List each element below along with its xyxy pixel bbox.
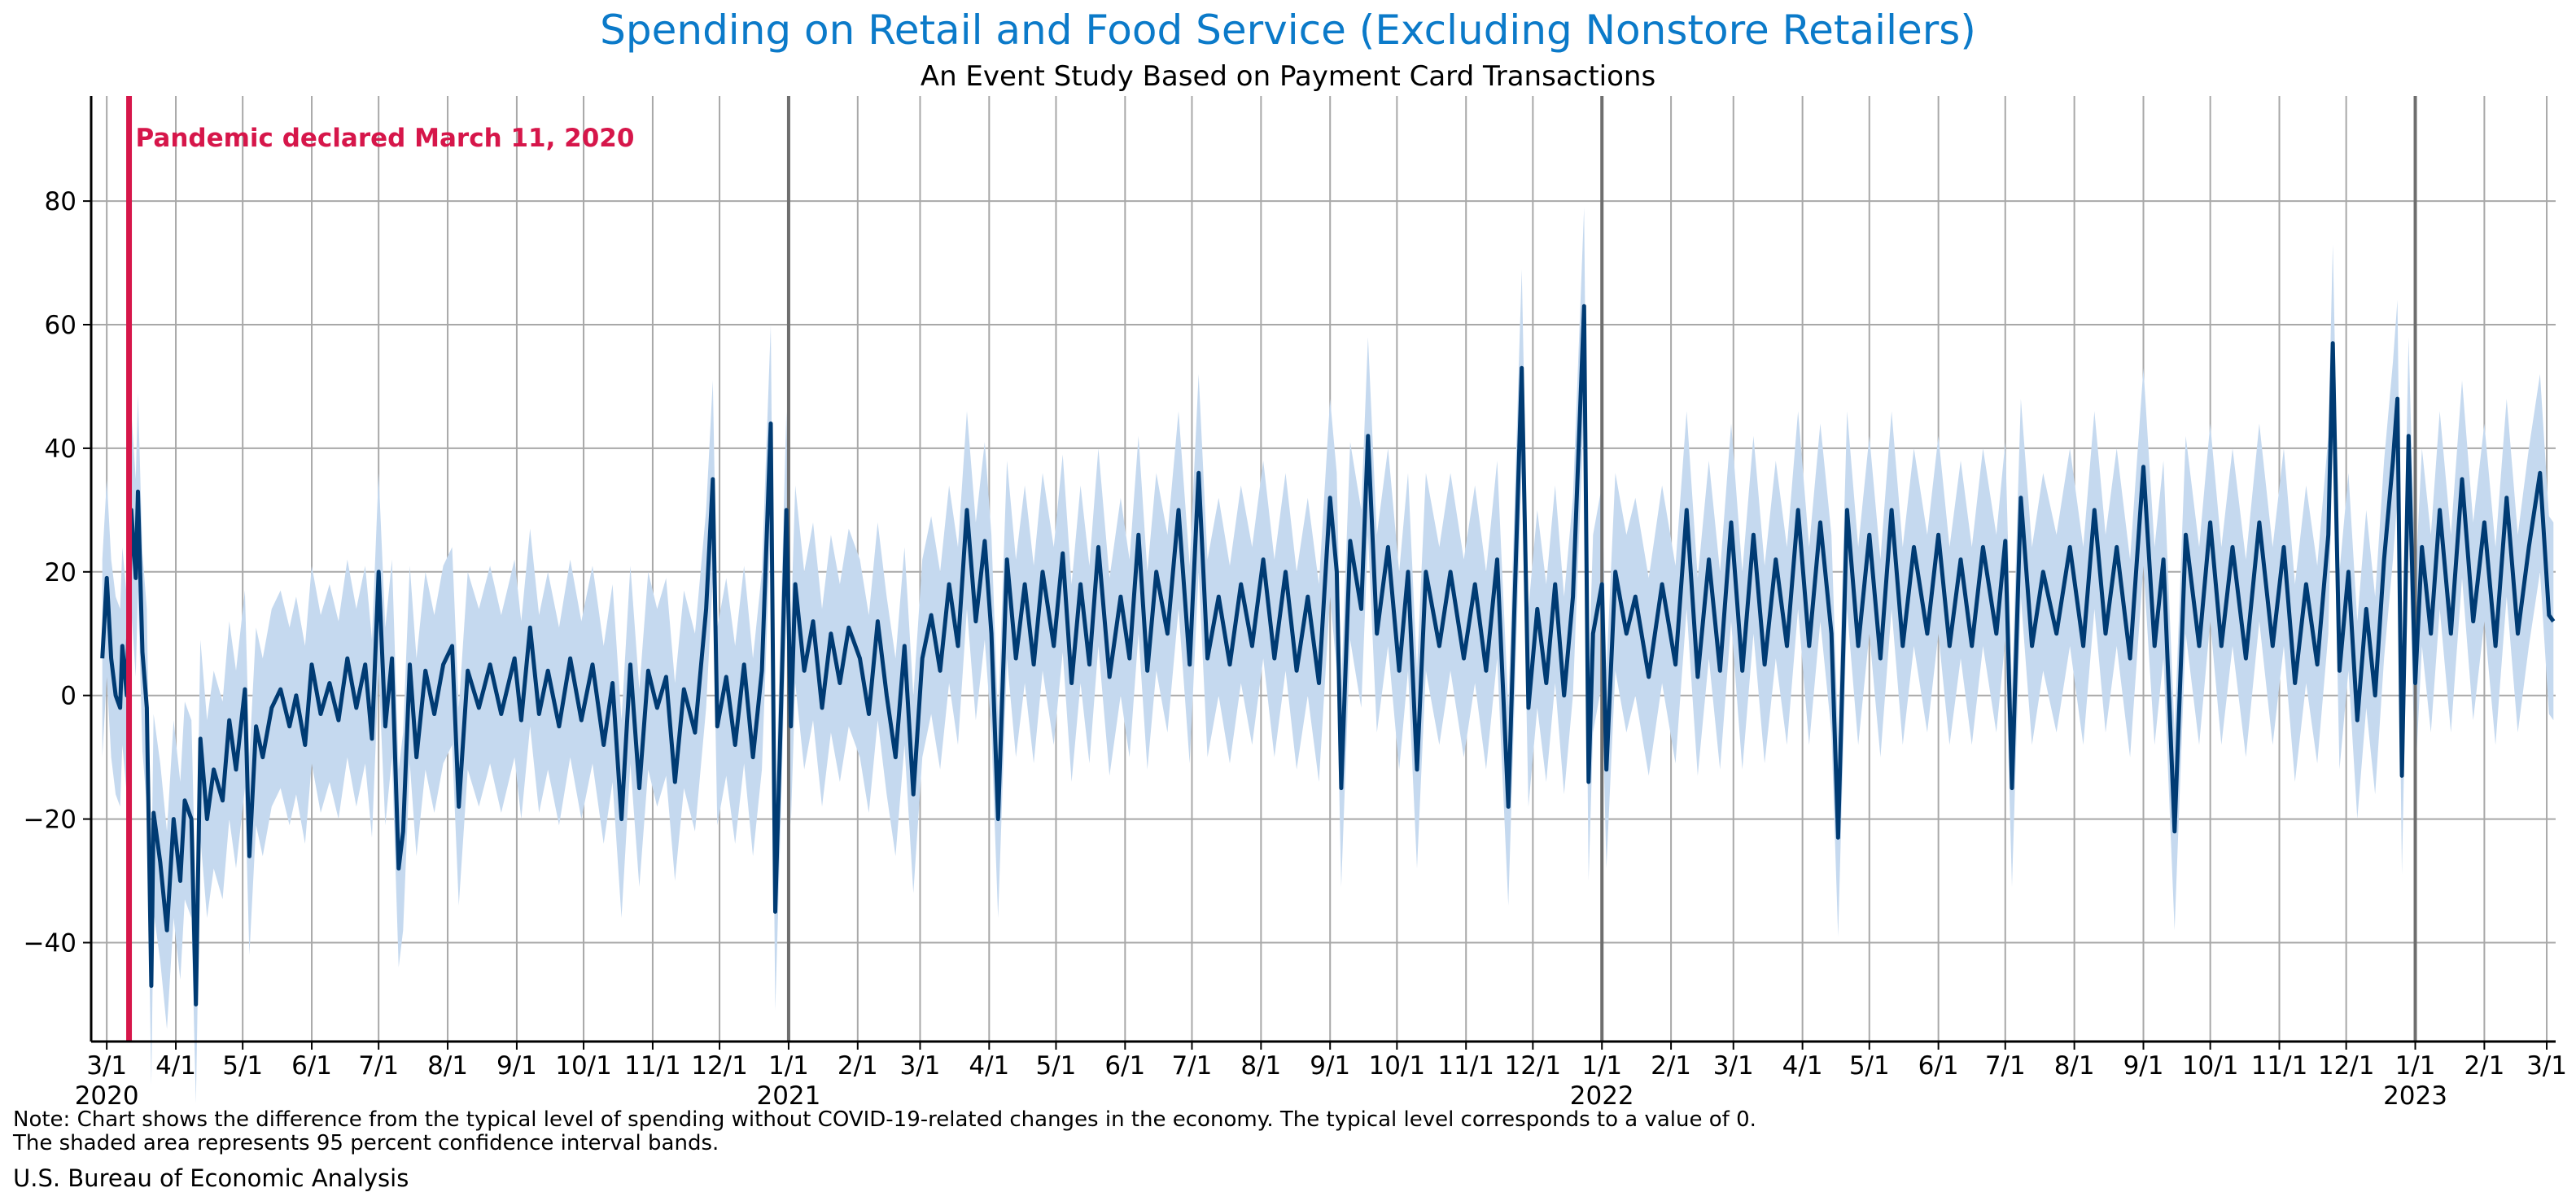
x-tick-label: 1/1 (2395, 1051, 2436, 1081)
x-tick-label: 7/1 (358, 1051, 399, 1081)
chart-title: Spending on Retail and Food Service (Exc… (600, 7, 1976, 54)
x-tick-label: 7/1 (1985, 1051, 2026, 1081)
x-year-label: 2020 (75, 1081, 139, 1111)
x-tick-label: 4/1 (969, 1051, 1009, 1081)
pandemic-event-label: Pandemic declared March 11, 2020 (136, 124, 635, 153)
x-tick-label: 10/1 (555, 1051, 612, 1081)
y-tick-label: 60 (45, 311, 77, 340)
x-tick-label: 2/1 (1651, 1051, 1691, 1081)
chart-note-ci: The shaded area represents 95 percent co… (13, 1131, 719, 1155)
x-year-label: 2023 (2383, 1081, 2447, 1111)
confidence-band-group (102, 207, 2554, 1103)
confidence-band (102, 207, 2554, 1103)
x-tick-label: 1/1 (1581, 1051, 1622, 1081)
spending-series-line (100, 304, 2556, 1007)
x-year-label: 2022 (1570, 1081, 1634, 1111)
x-tick-label: 8/1 (2054, 1051, 2095, 1081)
x-tick-label: 1/1 (768, 1051, 809, 1081)
x-tick-label: 4/1 (1782, 1051, 1823, 1081)
y-tick-label: −40 (24, 928, 77, 958)
x-tick-label: 7/1 (1172, 1051, 1213, 1081)
x-tick-label: 8/1 (427, 1051, 468, 1081)
x-tick-label: 11/1 (624, 1051, 681, 1081)
x-tick-label: 4/1 (155, 1051, 196, 1081)
y-tick-label: −20 (24, 806, 77, 835)
y-tick-label: 0 (60, 682, 77, 711)
x-tick-label: 2/1 (838, 1051, 878, 1081)
axes (83, 96, 2556, 1050)
x-tick-label: 9/1 (496, 1051, 537, 1081)
x-tick-label: 12/1 (691, 1051, 748, 1081)
x-tick-label: 8/1 (1240, 1051, 1281, 1081)
x-tick-label: 5/1 (222, 1051, 263, 1081)
x-tick-label: 6/1 (291, 1051, 332, 1081)
x-tick-label: 3/1 (86, 1051, 127, 1081)
x-tick-label: 9/1 (2123, 1051, 2164, 1081)
x-tick-label: 9/1 (1310, 1051, 1350, 1081)
x-tick-label: 3/1 (1713, 1051, 1754, 1081)
x-tick-label: 12/1 (2318, 1051, 2375, 1081)
x-tick-label: 11/1 (2251, 1051, 2308, 1081)
x-tick-label: 5/1 (1036, 1051, 1077, 1081)
source-credit: U.S. Bureau of Economic Analysis (13, 1164, 409, 1192)
x-tick-label: 3/1 (900, 1051, 941, 1081)
x-tick-label: 6/1 (1918, 1051, 1959, 1081)
y-tick-label: 40 (45, 435, 77, 464)
x-tick-label: 10/1 (1369, 1051, 1426, 1081)
series-line-group (100, 304, 2556, 1007)
chart-subtitle: An Event Study Based on Payment Card Tra… (920, 60, 1656, 93)
x-tick-label: 10/1 (2182, 1051, 2239, 1081)
x-tick-label: 2/1 (2464, 1051, 2504, 1081)
y-tick-label: 80 (45, 187, 77, 216)
event-marker-group: Pandemic declared March 11, 2020 (126, 96, 635, 1042)
x-tick-label: 11/1 (1437, 1051, 1494, 1081)
x-tick-label: 6/1 (1104, 1051, 1145, 1081)
chart-note: Note: Chart shows the difference from th… (13, 1107, 1756, 1132)
y-tick-label: 20 (45, 558, 77, 587)
x-tick-label: 5/1 (1849, 1051, 1890, 1081)
y-tick-labels: −40 −20 0 20 40 60 80 (24, 187, 77, 958)
x-year-label: 2021 (756, 1081, 820, 1111)
x-tick-label: 3/1 (2526, 1051, 2567, 1081)
x-tick-label: 12/1 (1505, 1051, 1562, 1081)
